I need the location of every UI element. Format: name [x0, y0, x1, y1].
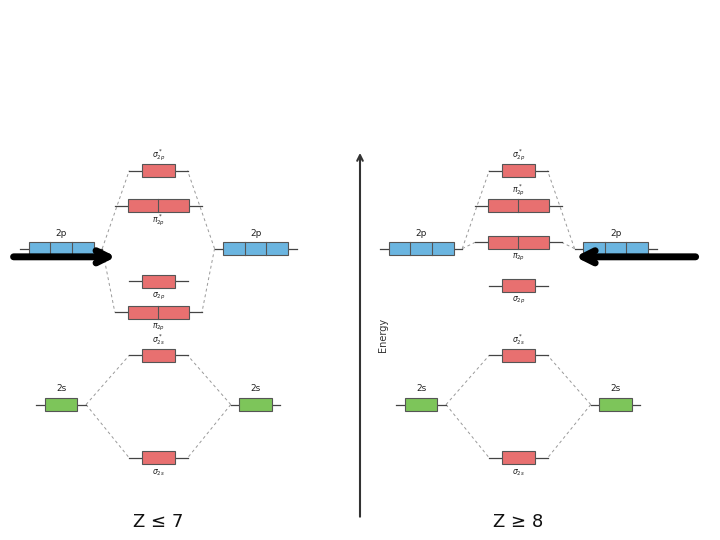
FancyBboxPatch shape [128, 199, 189, 212]
FancyBboxPatch shape [143, 164, 174, 177]
FancyBboxPatch shape [503, 164, 534, 177]
FancyBboxPatch shape [583, 242, 648, 255]
FancyBboxPatch shape [389, 242, 454, 255]
Text: Z ≤ 7: Z ≤ 7 [133, 512, 184, 530]
FancyBboxPatch shape [503, 451, 534, 464]
Text: 2s: 2s [611, 384, 621, 394]
FancyBboxPatch shape [45, 398, 78, 411]
Text: $\sigma^*_{2p}$: $\sigma^*_{2p}$ [152, 147, 165, 163]
Text: $\pi^*_{2p}$: $\pi^*_{2p}$ [152, 213, 165, 228]
Text: 2p: 2p [55, 228, 67, 238]
Text: 2s: 2s [56, 384, 66, 394]
FancyBboxPatch shape [599, 398, 632, 411]
Text: $\sigma_{2p}$: $\sigma_{2p}$ [512, 295, 525, 306]
Text: $\sigma^*_{2s}$: $\sigma^*_{2s}$ [152, 332, 165, 347]
FancyBboxPatch shape [223, 242, 288, 255]
Text: Energy: Energy [378, 318, 388, 352]
FancyBboxPatch shape [405, 398, 438, 411]
FancyBboxPatch shape [128, 306, 189, 319]
Text: $\sigma_{2p}$: $\sigma_{2p}$ [152, 291, 165, 302]
FancyBboxPatch shape [503, 349, 534, 362]
Text: $\sigma_{2s}$: $\sigma_{2s}$ [152, 468, 165, 478]
FancyBboxPatch shape [143, 275, 174, 288]
Text: 2p: 2p [250, 228, 261, 238]
FancyBboxPatch shape [29, 242, 94, 255]
Text: Z ≥ 8: Z ≥ 8 [493, 512, 544, 530]
Text: 2p: 2p [610, 228, 621, 238]
FancyBboxPatch shape [143, 451, 174, 464]
Text: $\pi_{2p}$: $\pi_{2p}$ [512, 252, 525, 263]
FancyBboxPatch shape [503, 279, 534, 292]
FancyBboxPatch shape [143, 349, 174, 362]
Text: $\pi^*_{2p}$: $\pi^*_{2p}$ [512, 182, 525, 198]
Text: 2s: 2s [416, 384, 426, 394]
Text: $\pi_{2p}$: $\pi_{2p}$ [152, 321, 165, 333]
FancyBboxPatch shape [239, 398, 272, 411]
Text: $\sigma^*_{2s}$: $\sigma^*_{2s}$ [512, 332, 525, 347]
Text: (the filled 1s MO’s are not shown): (the filled 1s MO’s are not shown) [58, 91, 512, 114]
Text: 2p: 2p [415, 228, 427, 238]
FancyBboxPatch shape [488, 199, 549, 212]
FancyBboxPatch shape [488, 236, 549, 249]
Text: $\sigma_{2s}$: $\sigma_{2s}$ [512, 468, 525, 478]
Text: MO Diagrams for Z ≤ 7 and Z ≥ 8: MO Diagrams for Z ≤ 7 and Z ≥ 8 [58, 36, 497, 60]
Text: 2s: 2s [251, 384, 261, 394]
Text: $\sigma^*_{2p}$: $\sigma^*_{2p}$ [512, 147, 525, 163]
